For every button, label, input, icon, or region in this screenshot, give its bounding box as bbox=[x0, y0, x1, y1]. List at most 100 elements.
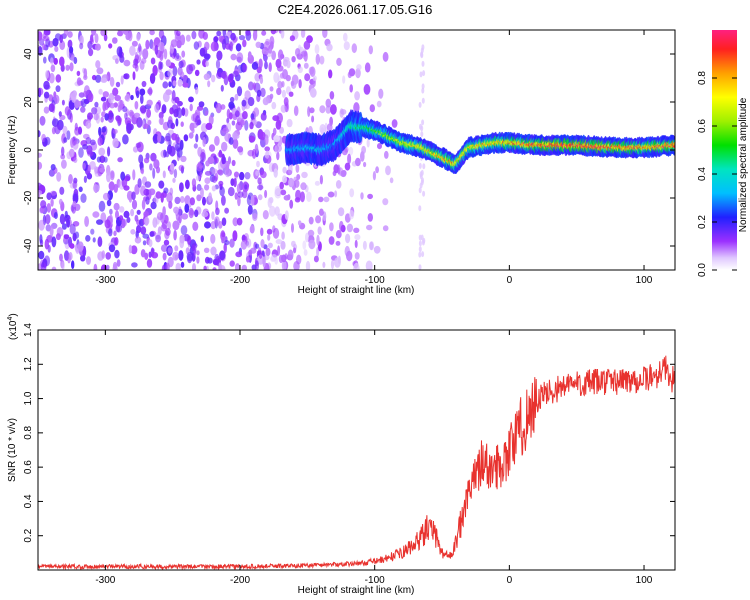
spectrogram-cell bbox=[247, 204, 253, 215]
snr-x-ticks: -300 -200 -100 0 100 bbox=[95, 330, 653, 586]
spectrogram-cell bbox=[129, 45, 136, 56]
spectrogram-cell bbox=[232, 138, 239, 149]
spectrogram-cell bbox=[221, 70, 228, 80]
spectrogram-cell bbox=[245, 30, 251, 36]
spectrogram-cell bbox=[211, 211, 215, 221]
spectrogram-cell bbox=[82, 144, 88, 150]
spectrogram-cell bbox=[158, 41, 165, 52]
spectrogram-cell bbox=[150, 201, 157, 210]
spectrogram-cell bbox=[136, 90, 140, 99]
spectrogram-cell bbox=[274, 206, 280, 216]
spectrogram-cell bbox=[295, 164, 300, 173]
spectrogram-cell bbox=[163, 187, 169, 194]
spectrogram-cell bbox=[136, 33, 141, 42]
colorbar-tick-label: 0.8 bbox=[697, 71, 708, 85]
spectrogram-cell bbox=[418, 101, 422, 108]
spectrogram-cell bbox=[343, 32, 348, 42]
spectrogram-cell bbox=[175, 262, 181, 270]
spectrogram-cell bbox=[269, 86, 274, 92]
spectrogram-cell bbox=[71, 91, 77, 103]
spectrogram-cell bbox=[276, 87, 282, 96]
spectrogram-cell bbox=[59, 56, 65, 67]
spectrogram-cell bbox=[256, 66, 262, 74]
spectrogram-cell bbox=[182, 82, 189, 88]
spectrogram-cell bbox=[170, 163, 175, 171]
spectrogram-cell bbox=[106, 199, 112, 207]
spectrogram-cell bbox=[102, 91, 110, 98]
spectrogram-cell bbox=[39, 115, 46, 126]
x-tick-label: -200 bbox=[230, 575, 250, 586]
spectrogram-cell bbox=[189, 103, 193, 112]
spectrogram-cell bbox=[177, 79, 183, 87]
spectrogram-cell bbox=[167, 69, 173, 78]
spectrogram-cell bbox=[69, 243, 75, 249]
spectrogram-cell bbox=[130, 245, 138, 255]
spectrogram-cell bbox=[68, 148, 75, 158]
spectrogram-cell bbox=[189, 122, 195, 131]
spectrogram-cell bbox=[202, 196, 206, 206]
spectrogram-cell bbox=[196, 256, 200, 264]
spectrogram-cell bbox=[119, 206, 125, 213]
spectrogram-cell bbox=[422, 70, 426, 77]
spectrogram-cell bbox=[51, 266, 57, 270]
spectrogram-cell bbox=[73, 56, 78, 65]
spectrogram-cell bbox=[382, 225, 389, 232]
spectrogram-cell bbox=[274, 185, 281, 196]
spectrogram-cell bbox=[252, 119, 258, 126]
spectrogram-cell bbox=[231, 120, 236, 126]
spectrogram-cell bbox=[171, 133, 178, 141]
spectrogram-cell bbox=[61, 223, 67, 230]
spectrogram-cell bbox=[213, 36, 219, 43]
spectrogram-cell bbox=[113, 230, 117, 237]
spectrogram-cell bbox=[203, 265, 207, 270]
spectrogram-cell bbox=[334, 190, 338, 198]
spectrogram-cell bbox=[122, 106, 128, 113]
spectrogram-cell bbox=[267, 242, 273, 249]
spectrogram-cell bbox=[232, 70, 239, 78]
spectrogram-cell bbox=[77, 126, 83, 135]
spectrogram-cell bbox=[70, 54, 75, 62]
spectrogram-cell bbox=[305, 260, 311, 270]
y-tick-label: 20 bbox=[23, 96, 34, 108]
spectrogram-cell bbox=[246, 195, 252, 206]
spectrogram-cell bbox=[79, 42, 84, 50]
spectrogram-cells bbox=[38, 30, 426, 270]
spectrogram-cell bbox=[108, 43, 113, 49]
spectrogram-cell bbox=[80, 193, 87, 203]
spectrogram-cell bbox=[100, 96, 107, 102]
spectrogram-cell bbox=[279, 126, 284, 134]
spectrogram-cell bbox=[66, 130, 71, 141]
spectrogram-cell bbox=[144, 181, 152, 188]
spectrogram-cell bbox=[215, 207, 220, 216]
spectrogram-cell bbox=[202, 136, 206, 148]
spectrogram-cell bbox=[149, 231, 155, 237]
spectrogram-cell bbox=[355, 68, 361, 79]
spectrogram-cell bbox=[373, 245, 381, 254]
spectrogram-cell bbox=[147, 119, 152, 126]
spectrogram-cell bbox=[77, 241, 84, 252]
spectrogram-cell bbox=[313, 255, 319, 263]
spectrogram-cell bbox=[300, 191, 305, 203]
spectrogram-cell bbox=[38, 130, 41, 138]
spectrogram-cell bbox=[269, 93, 274, 100]
spectrogram-cell bbox=[116, 259, 121, 267]
y-tick-label: 0.8 bbox=[23, 425, 34, 439]
spectrogram-cell bbox=[249, 225, 255, 234]
spectrogram-cell bbox=[282, 175, 287, 184]
spectrogram-cell bbox=[252, 82, 256, 91]
spectrogram-cell bbox=[148, 86, 153, 96]
spectrogram-cell bbox=[131, 262, 138, 268]
spectrogram-cell bbox=[185, 179, 190, 190]
spectrogram-cell bbox=[194, 209, 199, 218]
spectrogram-cell bbox=[51, 236, 57, 248]
spectrogram-cell bbox=[115, 58, 119, 64]
spectrogram-cell bbox=[293, 176, 298, 182]
spectrogram-cell bbox=[255, 170, 259, 177]
spectrogram-cell bbox=[127, 30, 133, 42]
spectrogram-cell bbox=[168, 146, 176, 157]
spectrogram-cell bbox=[229, 41, 234, 52]
colorbar-tick-label: 0.0 bbox=[697, 263, 708, 277]
spectrogram-cell bbox=[48, 103, 55, 112]
spectrogram-cell bbox=[162, 170, 166, 179]
spectrogram-cell bbox=[287, 194, 291, 201]
